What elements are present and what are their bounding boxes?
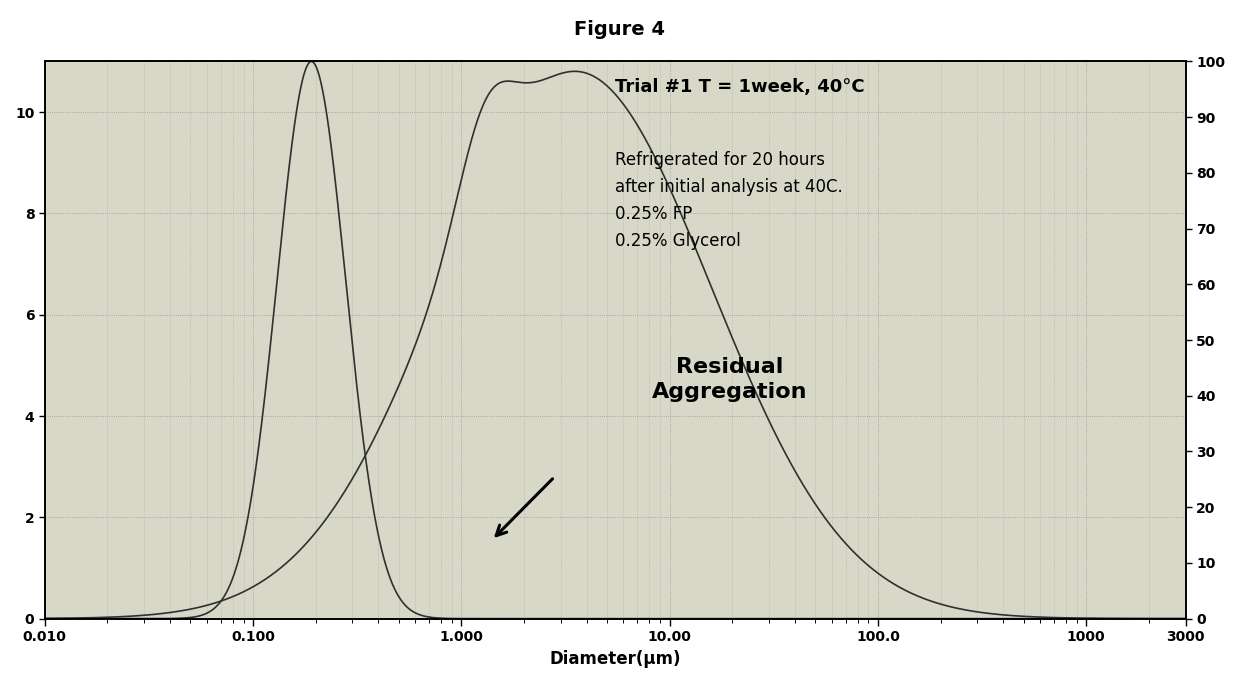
X-axis label: Diameter(μm): Diameter(μm) bbox=[549, 650, 681, 668]
Text: Refrigerated for 20 hours
after initial analysis at 40C.
0.25% FP
0.25% Glycerol: Refrigerated for 20 hours after initial … bbox=[615, 151, 843, 250]
Text: Trial #1 T = 1week, 40°C: Trial #1 T = 1week, 40°C bbox=[615, 78, 864, 96]
Text: Figure 4: Figure 4 bbox=[574, 20, 666, 40]
Text: Residual
Aggregation: Residual Aggregation bbox=[651, 357, 807, 402]
